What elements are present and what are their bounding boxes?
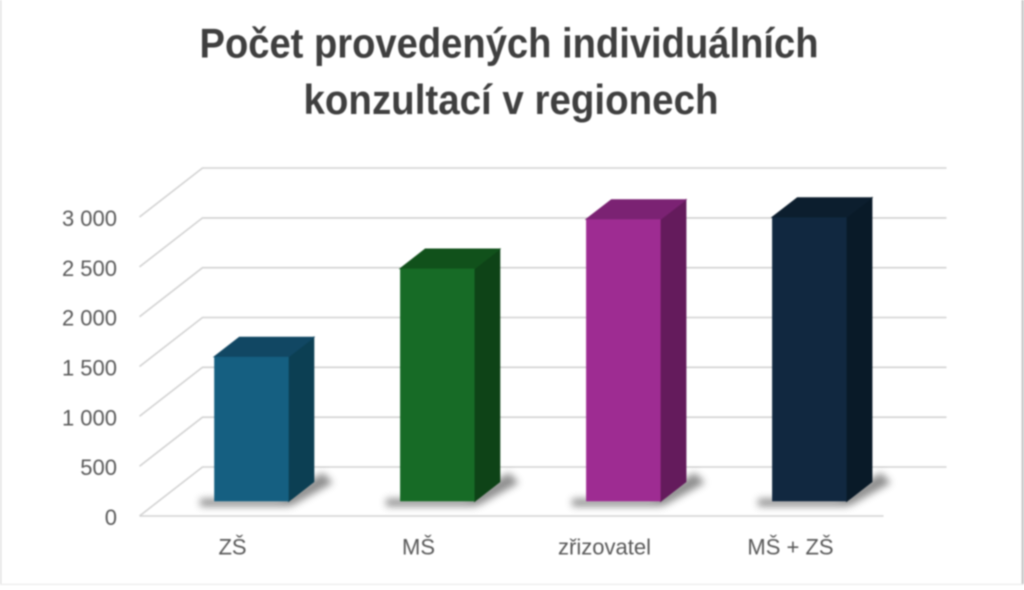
svg-text:MŠ + ZŠ: MŠ + ZŠ: [747, 535, 833, 560]
svg-text:Počet provedených individuální: Počet provedených individuálních: [200, 20, 819, 67]
svg-text:zřizovatel: zřizovatel: [558, 535, 651, 560]
svg-text:ZŠ: ZŠ: [218, 535, 246, 560]
svg-text:500: 500: [80, 455, 117, 480]
svg-text:0: 0: [105, 505, 117, 530]
svg-text:MŠ: MŠ: [402, 535, 435, 560]
svg-text:1 000: 1 000: [62, 405, 117, 430]
svg-text:3 000: 3 000: [62, 206, 117, 231]
svg-text:2 500: 2 500: [62, 256, 117, 281]
svg-text:2 000: 2 000: [62, 306, 117, 331]
svg-text:konzultací v regionech: konzultací v regionech: [304, 76, 719, 123]
svg-text:1 500: 1 500: [62, 356, 117, 381]
